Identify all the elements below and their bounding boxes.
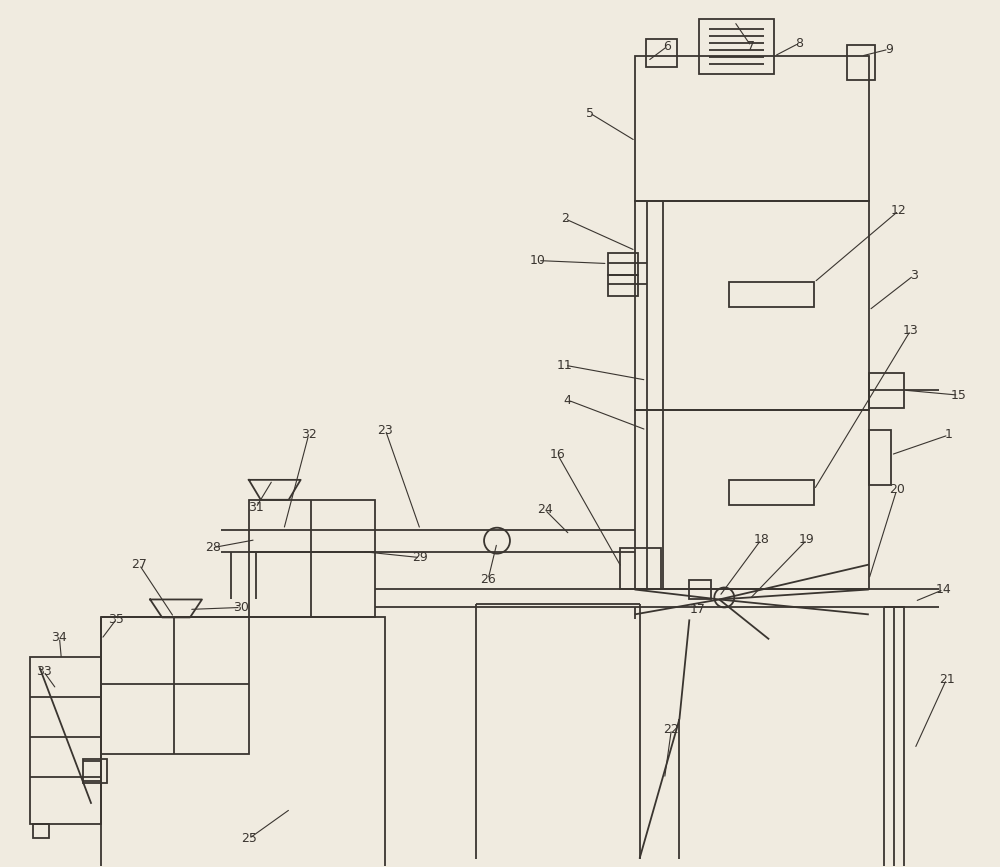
Text: 14: 14 <box>936 583 951 596</box>
Text: 20: 20 <box>889 483 905 496</box>
Text: 21: 21 <box>939 673 954 686</box>
Bar <box>869 430 891 485</box>
Bar <box>608 275 638 297</box>
Text: 31: 31 <box>248 501 264 514</box>
Bar <box>101 617 385 867</box>
Text: 13: 13 <box>903 324 919 337</box>
Text: 2: 2 <box>561 212 569 225</box>
Text: 9: 9 <box>885 42 893 55</box>
Bar <box>729 283 814 308</box>
Bar <box>699 19 774 75</box>
Text: 11: 11 <box>557 359 573 372</box>
Text: 32: 32 <box>301 428 316 441</box>
Text: 4: 4 <box>564 394 572 407</box>
Text: 12: 12 <box>891 205 907 218</box>
Text: 27: 27 <box>131 558 147 571</box>
Text: 3: 3 <box>910 269 918 282</box>
Text: 23: 23 <box>377 423 393 436</box>
Text: 1: 1 <box>945 428 952 441</box>
Text: 22: 22 <box>664 722 679 735</box>
Text: 18: 18 <box>753 533 769 546</box>
Text: 19: 19 <box>799 533 815 546</box>
Text: 7: 7 <box>747 40 755 53</box>
Bar <box>884 608 904 867</box>
Bar <box>729 479 814 505</box>
Text: 8: 8 <box>795 36 803 49</box>
Bar <box>101 617 249 754</box>
Bar <box>869 373 904 408</box>
Bar <box>635 201 869 410</box>
Bar <box>635 56 869 201</box>
Bar <box>689 579 711 599</box>
Text: 24: 24 <box>537 503 553 516</box>
Text: 6: 6 <box>664 40 671 53</box>
Bar <box>635 410 869 590</box>
Text: 26: 26 <box>480 573 496 586</box>
Bar <box>33 824 49 838</box>
Bar <box>249 499 375 617</box>
Text: 28: 28 <box>205 541 221 554</box>
Bar <box>30 657 101 824</box>
Bar <box>620 548 661 590</box>
Text: 16: 16 <box>550 448 566 461</box>
Text: 34: 34 <box>52 631 67 644</box>
Text: 5: 5 <box>586 107 594 120</box>
Text: 10: 10 <box>530 254 546 267</box>
Text: 30: 30 <box>233 601 249 614</box>
Bar <box>646 39 677 67</box>
Bar <box>847 45 875 80</box>
Text: 17: 17 <box>689 603 705 616</box>
Text: 25: 25 <box>241 832 257 845</box>
Text: 35: 35 <box>108 613 124 626</box>
Bar <box>83 759 107 783</box>
Bar <box>608 252 638 275</box>
Text: 29: 29 <box>412 551 428 564</box>
Text: 15: 15 <box>951 388 966 401</box>
Text: 33: 33 <box>36 665 51 678</box>
